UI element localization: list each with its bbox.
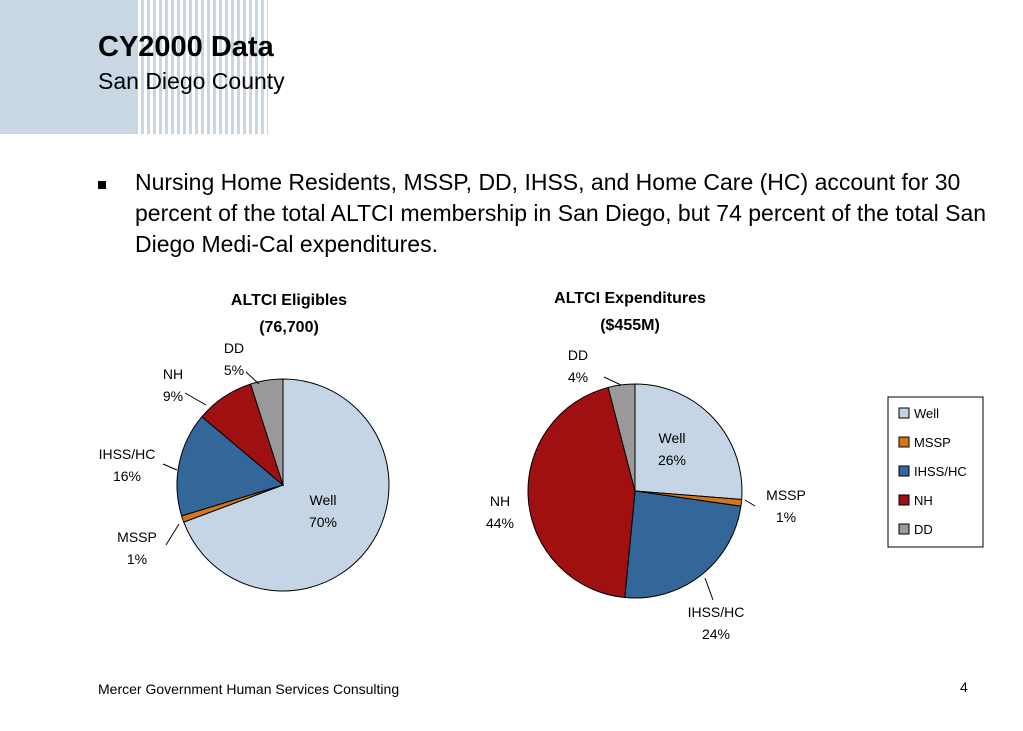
legend-swatch-well (898, 407, 910, 419)
footer-company: Mercer Government Human Services Consult… (98, 681, 400, 697)
eligibles-label-mssp: MSSP (117, 529, 157, 545)
expenditures-value-mssp: 1% (776, 509, 796, 525)
legend-label-ihss-hc: IHSS/HC (914, 464, 967, 479)
slide-subtitle: San Diego County (98, 68, 285, 94)
chart-legend: Well MSSP IHSS/HC NH DD (887, 396, 984, 548)
eligibles-pie-chart: ALTCI Eligibles (76,700) Well 70% MSSP 1% IHSS… (99, 292, 390, 592)
expenditures-value-well: 26% (658, 452, 686, 468)
legend-label-nh: NH (914, 493, 933, 508)
eligibles-label-ihss-hc: IHSS/HC (99, 446, 156, 462)
expenditures-slice-ihss-hc (624, 490, 742, 599)
expenditures-value-ihss-hc: 24% (702, 626, 730, 642)
eligibles-label-well: Well (310, 492, 337, 508)
expenditures-label-dd: DD (568, 347, 588, 363)
expenditures-slice-dd (607, 383, 636, 492)
expenditures-chart-subtitle: ($455M) (600, 317, 660, 334)
eligibles-value-ihss-hc: 16% (113, 468, 141, 484)
expenditures-label-nh: NH (490, 493, 510, 509)
expenditures-value-dd: 4% (568, 369, 588, 385)
eligibles-leader-ihss-hc (162, 463, 178, 471)
eligibles-chart-title: ALTCI Eligibles (231, 292, 347, 309)
expenditures-leader-mssp (744, 499, 756, 507)
eligibles-slice-ihss-hc (176, 416, 285, 517)
eligibles-value-nh: 9% (163, 388, 183, 404)
eligibles-slice-well (183, 378, 390, 592)
eligibles-slice-dd (249, 378, 284, 486)
legend-label-dd: DD (914, 522, 933, 537)
header-decoration-stripes (135, 0, 268, 134)
eligibles-label-nh: NH (163, 366, 183, 382)
header-decoration-block (0, 0, 135, 134)
eligibles-chart-subtitle: (76,700) (259, 319, 319, 336)
bullet-text: Nursing Home Residents, MSSP, DD, IHSS, … (135, 169, 987, 257)
eligibles-value-well: 70% (309, 514, 337, 530)
legend-swatch-ihss-hc (898, 465, 910, 477)
expenditures-pie-chart: ALTCI Expenditures ($455M) Well 26% MSSP 1% IH… (486, 290, 806, 642)
expenditures-slice-well (634, 383, 743, 501)
expenditures-leader-dd (603, 376, 622, 386)
expenditures-label-mssp: MSSP (766, 487, 806, 503)
bullet-square-icon (98, 181, 106, 189)
expenditures-label-well: Well (659, 430, 686, 446)
expenditures-value-nh: 44% (486, 515, 514, 531)
legend-swatch-dd (898, 523, 910, 535)
slide-title: CY2000 Data (98, 31, 274, 63)
page-number: 4 (960, 679, 968, 695)
eligibles-value-mssp: 1% (127, 551, 147, 567)
legend-label-mssp: MSSP (914, 435, 951, 450)
expenditures-slice-nh (527, 386, 636, 599)
eligibles-leader-dd (245, 371, 260, 385)
eligibles-label-dd: DD (224, 340, 244, 356)
expenditures-leader-ihss-hc (704, 577, 714, 601)
eligibles-leader-nh (184, 392, 207, 406)
legend-label-well: Well (914, 406, 939, 421)
expenditures-chart-title: ALTCI Expenditures (554, 290, 706, 307)
legend-swatch-mssp (898, 436, 910, 448)
legend-swatch-nh (898, 494, 910, 506)
eligibles-value-dd: 5% (224, 362, 244, 378)
eligibles-leader-mssp (165, 523, 180, 546)
expenditures-label-ihss-hc: IHSS/HC (688, 604, 745, 620)
